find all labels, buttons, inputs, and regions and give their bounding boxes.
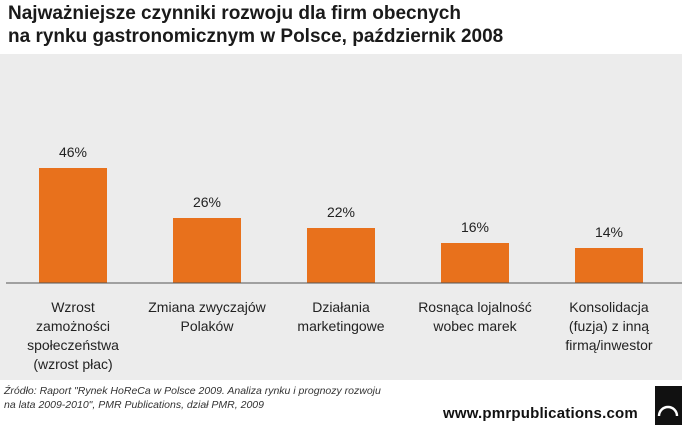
brand-url[interactable]: www.pmrpublications.com: [443, 405, 638, 422]
bar-chart: 46% Wzrost zamożności społeczeństwa (wzrost …: [6, 144, 682, 372]
chart-title-line-1: Najważniejsze czynniki rozwoju dla firm …: [8, 3, 461, 24]
bar-5: [575, 248, 643, 283]
category-label-2: Zmiana zwyczajów Polaków: [148, 299, 266, 334]
value-label-2: 26%: [193, 194, 221, 210]
value-label-3: 22%: [327, 204, 355, 220]
source-line-1: Źródło: Raport "Rynek HoReCa w Polsce 20…: [4, 385, 381, 397]
chart-title: Najważniejsze czynniki rozwoju dla firm …: [8, 2, 608, 48]
bar-1: [39, 168, 107, 283]
category-label-3: Działania marketingowe: [297, 299, 384, 334]
bar-4: [441, 243, 509, 283]
category-label-1: Wzrost zamożności społeczeństwa (wzrost pła…: [27, 299, 119, 372]
value-label-5: 14%: [595, 224, 623, 240]
category-label-4: Rosnąca lojalność wobec marek: [418, 299, 532, 334]
category-label-5: Konsolidacja (fuzja) z inną firmą/inwestor: [565, 299, 652, 353]
source-note: Źródło: Raport "Rynek HoReCa w Polsce 20…: [4, 384, 424, 412]
value-label-1: 46%: [59, 144, 87, 160]
value-label-4: 16%: [461, 219, 489, 235]
bar-2: [173, 218, 241, 283]
chart-panel: [0, 54, 682, 380]
bar-3: [307, 228, 375, 283]
chart-title-line-2: na rynku gastronomicznym w Polsce, paźdz…: [8, 26, 504, 47]
source-line-2: na lata 2009-2010", PMR Publications, dz…: [4, 399, 264, 411]
pmr-logo-icon: [655, 386, 682, 425]
